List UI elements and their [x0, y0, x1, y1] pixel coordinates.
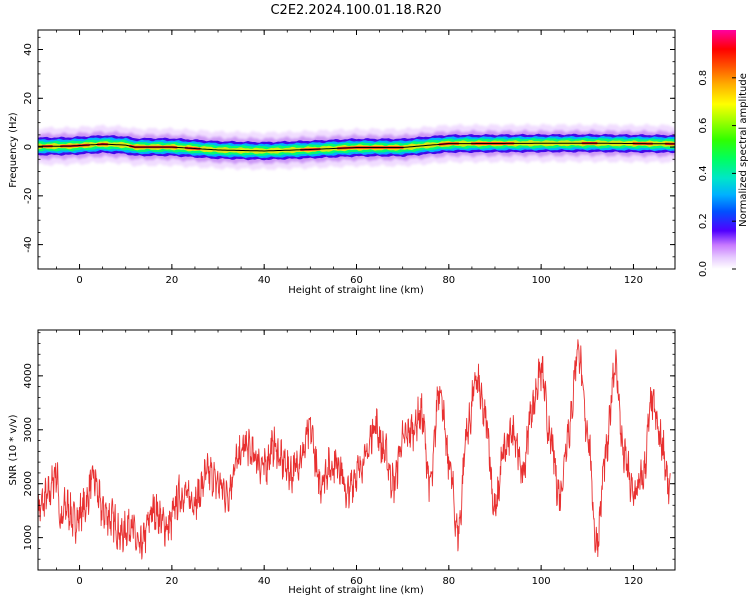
colorbar-tick-label: 0.8 [698, 70, 709, 86]
colorbar: 0.0 0.2 0.4 0.6 0.8 Normalized spectral ampl… [698, 30, 749, 277]
bottom-y-tick-label: 1000 [23, 525, 34, 550]
top-y-tick-label: 40 [23, 43, 34, 56]
bottom-x-axis-label: Height of straight line (km) [288, 585, 424, 596]
top-y-tick-label: -40 [23, 236, 34, 252]
bottom-x-tick-label: 20 [165, 576, 178, 587]
colorbar-tick-label: 0.6 [698, 118, 709, 134]
bottom-y-tick-label: 3000 [23, 417, 34, 442]
top-y-axis-label: Frequency (Hz) [8, 112, 19, 188]
colorbar-label: Normalized spectral amplitude [738, 73, 749, 227]
top-x-tick-label: 100 [532, 275, 551, 286]
bottom-x-tick-label: 40 [258, 576, 271, 587]
bottom-y-axis-label: SNR (10 * v/v) [8, 414, 19, 485]
top-x-tick-label: 20 [165, 275, 178, 286]
bottom-y-tick-label: 2000 [23, 471, 34, 496]
bottom-x-tick-label: 0 [76, 576, 82, 587]
chart-title: C2E2.2024.100.01.18.R20 [270, 3, 441, 18]
bottom-y-tick-label: 4000 [23, 363, 34, 388]
top-x-axis-label: Height of straight line (km) [288, 285, 424, 296]
colorbar-gradient [712, 30, 736, 269]
top-x-tick-label: 80 [442, 275, 455, 286]
top-x-tick-label: 0 [76, 275, 82, 286]
snr-series-line [38, 340, 670, 559]
colorbar-tick-label: 0.4 [698, 165, 709, 181]
snr-series-group [38, 340, 670, 559]
colorbar-tick-label: 0.2 [698, 213, 709, 229]
top-x-tick-label: 120 [624, 275, 643, 286]
bottom-x-tick-label: 80 [442, 576, 455, 587]
top-y-tick-label: -20 [23, 188, 34, 204]
bottom-x-tick-label: 120 [624, 576, 643, 587]
colorbar-tick-label: 0.0 [698, 261, 709, 277]
bottom-x-tick-label: 100 [532, 576, 551, 587]
top-y-tick-label: 20 [23, 92, 34, 105]
top-x-tick-label: 40 [258, 275, 271, 286]
top-y-tick-label: 0 [23, 144, 34, 150]
